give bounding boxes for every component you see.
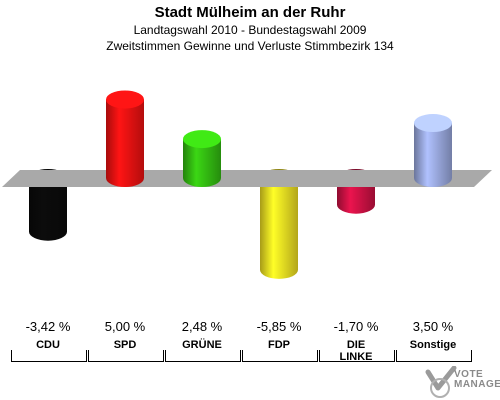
logo-line-2: MANAGER: [454, 379, 500, 390]
category-bracket: [165, 350, 241, 362]
bar-body: [29, 178, 67, 241]
bar-gr-ne: [183, 130, 221, 187]
category-bracket: [242, 350, 318, 362]
category-label: SPD: [113, 339, 137, 351]
bar-body: [260, 178, 298, 279]
category-bracket: [88, 350, 164, 362]
value-label: -1,70 %: [333, 319, 379, 334]
vote-manager-logo: [425, 366, 457, 398]
category-bracket: [396, 350, 472, 362]
category-label: DIE LINKE: [339, 339, 373, 363]
bar-body: [106, 99, 144, 187]
chart-title: Stadt Mülheim an der Ruhr: [154, 4, 346, 21]
bar-spd: [106, 90, 144, 187]
category-bracket: [319, 350, 395, 362]
category-label: GRÜNE: [182, 339, 222, 351]
bar-cap: [106, 90, 144, 109]
bar-body: [183, 139, 221, 187]
value-label: 5,00 %: [104, 319, 146, 334]
value-label: 3,50 %: [412, 319, 454, 334]
value-label: -3,42 %: [25, 319, 71, 334]
bar-body: [414, 123, 452, 187]
bar-sonstige: [414, 114, 452, 187]
category-label: Sonstige: [409, 339, 457, 351]
category-bracket: [11, 350, 87, 362]
category-label: CDU: [36, 339, 60, 351]
bar-cap: [183, 130, 221, 149]
bar-cap: [414, 114, 452, 133]
logo-line-1: VOTE: [454, 369, 484, 380]
value-label: 2,48 %: [181, 319, 223, 334]
chart-subtitle: Landtagswahl 2010 - Bundestagswahl 2009: [133, 23, 367, 37]
category-label: FDP: [268, 339, 290, 351]
chart-subtitle-2: Zweitstimmen Gewinne und Verluste Stimmb…: [106, 39, 394, 53]
logo-text: VOTE MANAGER: [454, 370, 500, 390]
value-label: -5,85 %: [256, 319, 302, 334]
